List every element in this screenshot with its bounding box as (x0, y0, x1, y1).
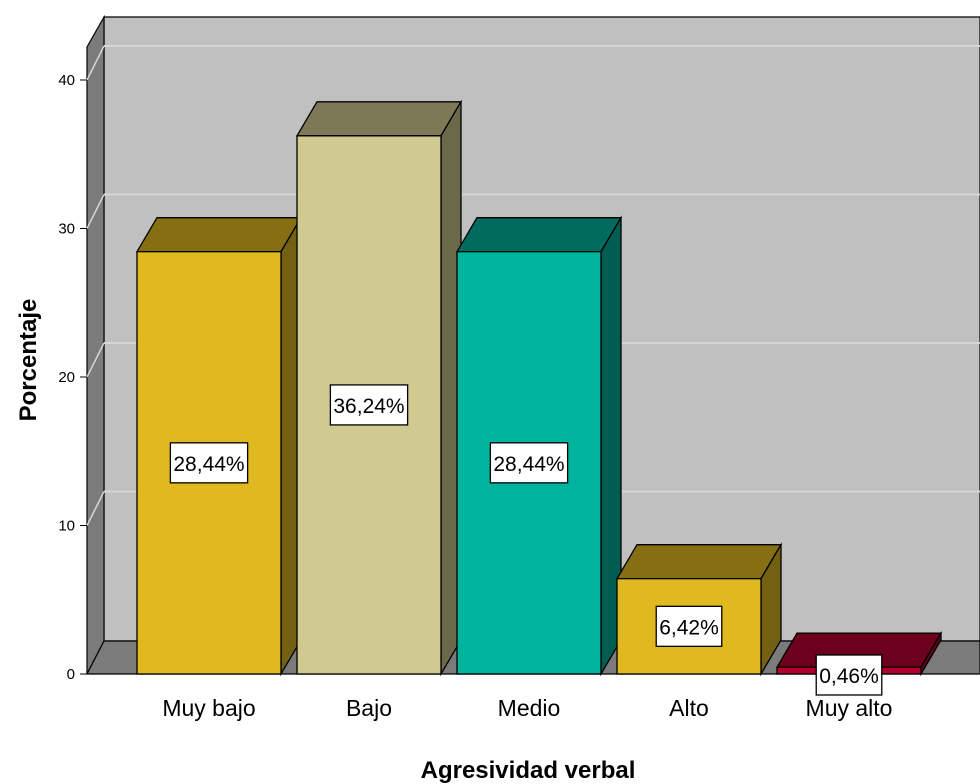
data-label: 28,44% (489, 442, 569, 484)
y-tick-label: 30 (58, 221, 75, 238)
y-axis-ticks: 0 10 20 30 40 (58, 72, 87, 683)
data-label-text: 28,44% (173, 453, 244, 476)
data-label-box (329, 384, 409, 426)
data-label-box (815, 654, 883, 696)
data-label-text: 28,44% (493, 453, 564, 476)
data-label-box (655, 605, 723, 647)
data-label-text: 36,24% (333, 395, 404, 418)
gridline-side (86, 45, 105, 81)
bar-top-face (135, 217, 303, 253)
bar-top-face (615, 544, 783, 580)
y-tick-label: 40 (58, 72, 75, 89)
bar-top-face (295, 101, 463, 137)
x-tick-label: Medio (498, 695, 561, 721)
y-axis-title: Porcentaje (15, 299, 42, 422)
data-label-box (489, 442, 569, 484)
bar-top-face (455, 217, 623, 253)
gridline-side (86, 194, 105, 229)
y-tick-label: 20 (58, 369, 75, 386)
side-wall (86, 14, 105, 675)
x-tick-label: Bajo (346, 695, 392, 721)
x-axis-tick-labels: Muy bajo Bajo Medio Alto Muy alto (162, 695, 892, 721)
data-label: 6,42% (655, 605, 723, 647)
x-axis-title: Agresividad verbal (421, 757, 636, 784)
x-tick-label: Muy alto (806, 695, 893, 721)
gridline-side (86, 342, 105, 378)
data-label-text: 6,42% (659, 616, 719, 639)
data-label: 36,24% (329, 384, 409, 426)
data-label-box (169, 442, 249, 484)
data-label-text: 0,46% (819, 665, 879, 688)
data-label: 0,46% (815, 654, 883, 696)
y-tick-label: 0 (67, 666, 75, 683)
x-tick-label: Muy bajo (162, 695, 255, 721)
data-labels: 28,44% 36,24% 28,44% 6,42% 0,46% (169, 384, 883, 696)
data-label: 28,44% (169, 442, 249, 484)
x-tick-label: Alto (669, 695, 709, 721)
gridline-side (86, 491, 105, 526)
y-tick-label: 10 (58, 518, 75, 535)
